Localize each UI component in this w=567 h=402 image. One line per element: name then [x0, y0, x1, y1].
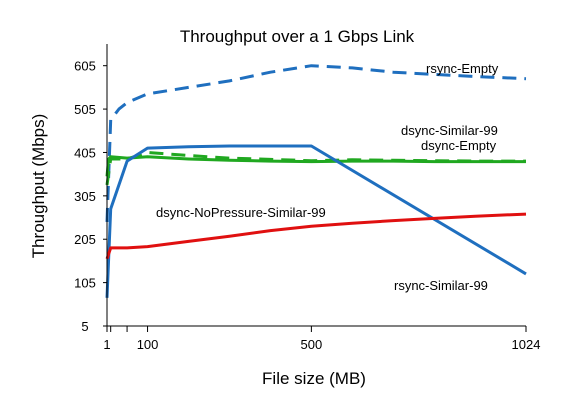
y-tick-label: 5	[81, 319, 88, 334]
series-line-rsync-empty	[105, 64, 527, 222]
y-tick-label: 505	[74, 102, 96, 117]
x-tick-label: 1	[103, 337, 110, 352]
x-axis-label: File size (MB)	[262, 369, 366, 388]
axes-layer: 5 105 205 305 405 505 605 1 100 500 1024	[74, 44, 540, 352]
series-label-dsync-similar-99: dsync-Similar-99	[401, 123, 498, 138]
y-axis-label: Throughput (Mbps)	[29, 114, 48, 259]
series-label-rsync-empty: rsync-Empty	[426, 61, 499, 76]
series-line-dsync-nopressure-similar-99	[105, 212, 527, 260]
series-label-dsync-empty: dsync-Empty	[421, 138, 497, 153]
chart-title: Throughput over a 1 Gbps Link	[180, 27, 415, 46]
y-tick-label: 105	[74, 276, 96, 291]
series-line-dsync-similar-99	[105, 151, 526, 186]
y-tick-label: 305	[74, 189, 96, 204]
series-line-dsync-empty	[105, 155, 526, 177]
series-label-dsync-nopressure-similar-99: dsync-NoPressure-Similar-99	[156, 205, 326, 220]
y-tick-label: 205	[74, 232, 96, 247]
x-tick-label: 1024	[512, 337, 541, 352]
y-tick-label: 605	[74, 59, 96, 74]
series-label-rsync-similar-99: rsync-Similar-99	[394, 278, 488, 293]
series-line-rsync-similar-99	[105, 144, 527, 298]
y-tick-label: 405	[74, 145, 96, 160]
x-tick-label: 500	[301, 337, 323, 352]
series-layer	[105, 64, 527, 298]
x-tick-label: 100	[137, 337, 159, 352]
